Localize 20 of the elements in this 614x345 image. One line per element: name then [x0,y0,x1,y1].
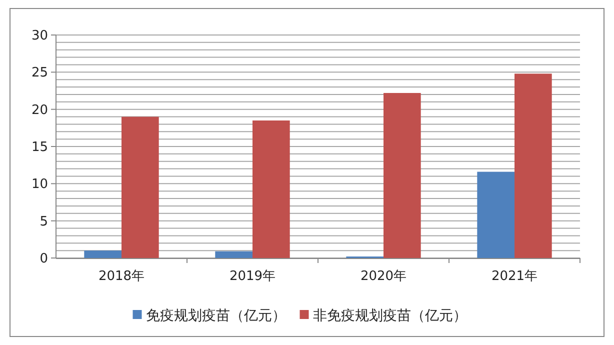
bar [514,74,552,258]
x-tick-label: 2020年 [360,269,407,284]
bar [252,120,290,258]
y-tick-label: 30 [31,28,48,44]
bar [477,172,514,258]
x-tick-label: 2021年 [491,269,538,284]
x-tick-label: 2019年 [229,269,276,284]
y-tick-label: 5 [40,214,48,230]
bar [384,92,421,258]
y-tick-label: 25 [31,66,48,81]
x-tick-label: 2018年 [98,269,145,284]
bar [215,251,252,258]
y-tick-label: 20 [31,102,48,118]
legend-label: 免疫规划疫苗（亿元） [146,308,286,324]
bar [122,116,159,258]
legend-label: 非免疫规划疫苗（亿元） [312,308,467,324]
y-tick-label: 0 [40,252,48,267]
y-tick-label: 15 [31,140,48,156]
bar [84,250,122,258]
y-tick-label: 10 [31,177,48,192]
